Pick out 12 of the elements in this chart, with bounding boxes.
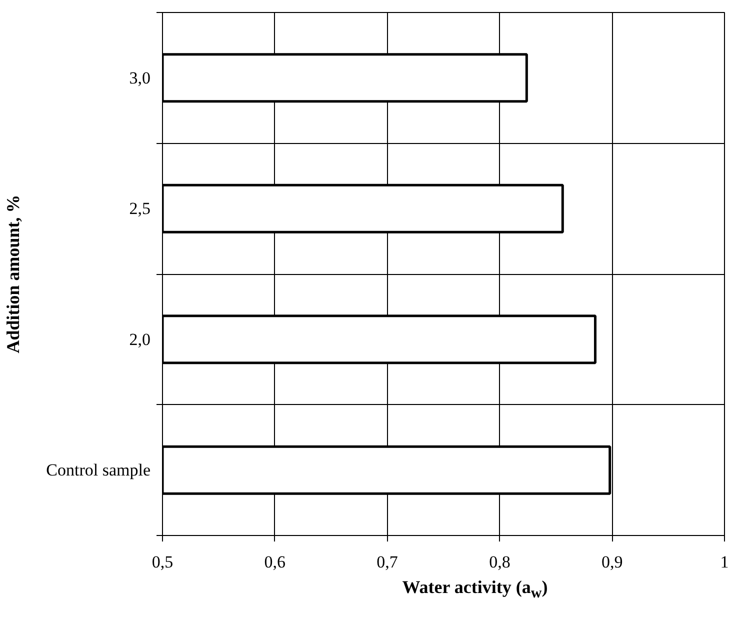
y-tick-label: 3,0: [129, 68, 150, 88]
x-tick-label: 0,8: [489, 552, 510, 572]
x-tick-label: 0,6: [264, 552, 286, 572]
y-tick-label: 2,0: [129, 330, 150, 349]
y-tick-label: 2,5: [129, 199, 150, 218]
x-tick-label: 0,9: [601, 552, 623, 572]
y-axis-title: Addition amount, %: [3, 194, 24, 354]
x-tick-label: 1: [720, 552, 729, 572]
x-axis-title: Water activity (a$_{w}$): [401, 576, 549, 604]
y-tick-label: Control sample: [46, 460, 151, 480]
x-tick-label: 0,5: [152, 552, 174, 572]
x-tick-label: 0,7: [376, 552, 398, 572]
